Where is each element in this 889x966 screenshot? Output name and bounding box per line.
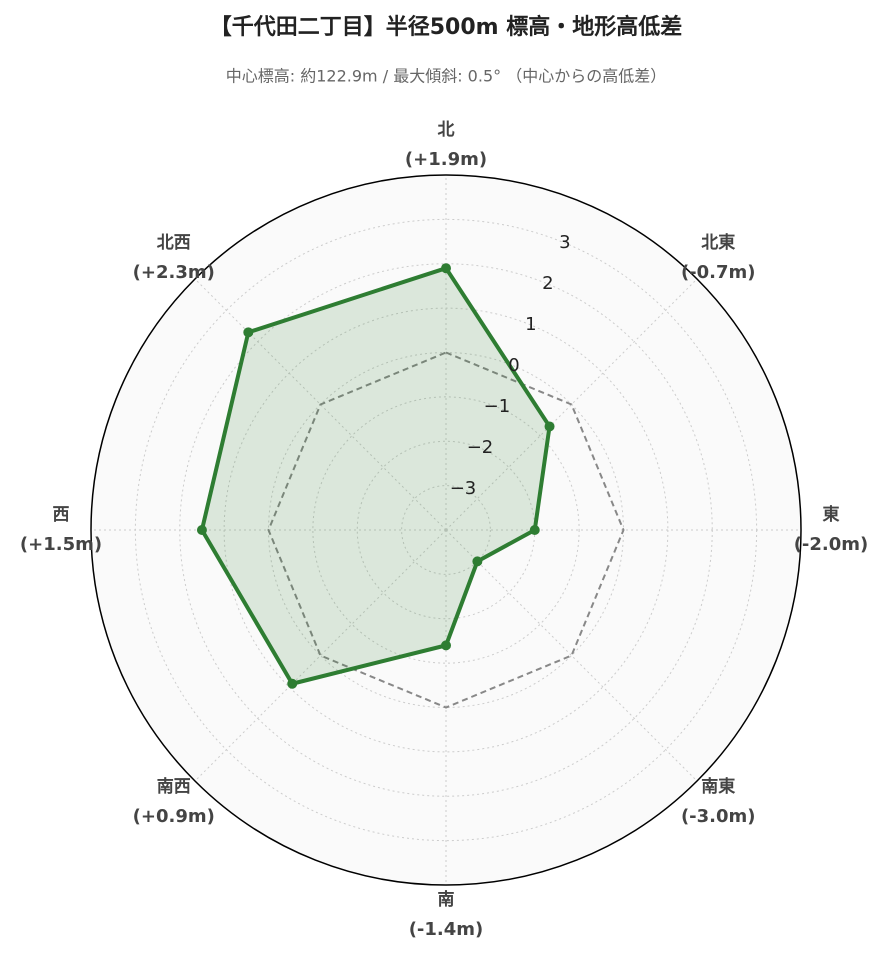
- chart-title: 【千代田二丁目】半径500m 標高・地形高低差: [210, 14, 683, 40]
- category-label: 北西: [157, 233, 191, 253]
- r-tick-label: −1: [484, 396, 511, 417]
- value-label: (-3.0m): [681, 806, 756, 827]
- category-label: 北東: [701, 232, 735, 253]
- angular-grid-line: [194, 278, 447, 531]
- grid-circle: [312, 396, 580, 664]
- category-label: 北: [438, 120, 455, 140]
- value-label: (-1.4m): [409, 919, 484, 940]
- polar-frame: [90, 174, 802, 886]
- data-point: [441, 640, 451, 651]
- value-label: (-2.0m): [794, 534, 869, 555]
- data-point: [529, 525, 540, 535]
- category-label: 南西: [157, 776, 191, 797]
- r-tick-label: 2: [542, 273, 553, 294]
- value-label: (+1.9m): [405, 149, 487, 170]
- data-point: [287, 678, 298, 689]
- r-tick-label: −3: [450, 478, 477, 499]
- data-point: [441, 263, 451, 274]
- value-label: (-0.7m): [681, 262, 756, 283]
- r-tick-label: 0: [508, 355, 519, 376]
- data-point: [243, 327, 254, 338]
- reference-line: [267, 351, 625, 709]
- value-label: (+0.9m): [133, 806, 215, 827]
- angular-grid-line: [445, 529, 698, 782]
- category-label: 南東: [701, 776, 735, 797]
- category-label: 西: [53, 505, 70, 525]
- angular-grid-line: [194, 529, 447, 782]
- angular-grid-line: [445, 278, 698, 531]
- data-point: [472, 556, 483, 567]
- r-tick-label: 1: [525, 314, 536, 335]
- grid-circle: [401, 485, 491, 575]
- r-tick-label: −2: [467, 437, 494, 458]
- r-tick-label: 3: [559, 232, 570, 253]
- data-point: [196, 525, 207, 535]
- category-label: 東: [823, 504, 840, 525]
- value-label: (+1.5m): [20, 534, 102, 555]
- value-label: (+2.3m): [133, 262, 215, 283]
- chart-subtitle: 中心標高: 約122.9m / 最大傾斜: 0.5° （中心からの高低差）: [226, 67, 666, 86]
- data-point: [544, 421, 555, 432]
- category-label: 南: [438, 889, 455, 910]
